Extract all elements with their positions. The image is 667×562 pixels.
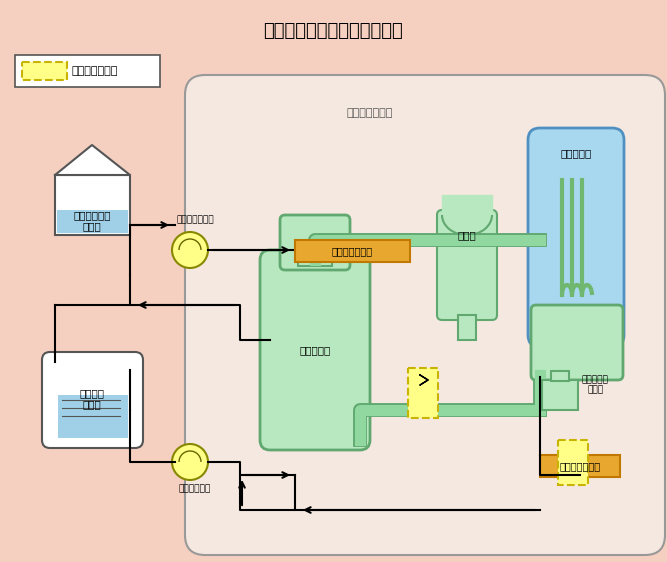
Text: 余剰抽出ライン: 余剰抽出ライン	[560, 461, 600, 471]
Circle shape	[172, 232, 208, 268]
FancyBboxPatch shape	[437, 210, 497, 320]
Text: 原子炉容器: 原子炉容器	[299, 345, 331, 355]
Text: ：配管取替範囲: ：配管取替範囲	[72, 66, 118, 76]
Text: 蒸気発生器: 蒸気発生器	[560, 148, 592, 158]
Text: 原子炉格納容器: 原子炉格納容器	[347, 108, 393, 118]
FancyBboxPatch shape	[185, 75, 665, 555]
Polygon shape	[442, 195, 492, 215]
FancyBboxPatch shape	[542, 380, 578, 410]
Text: 体積制御
タンク: 体積制御 タンク	[79, 388, 105, 410]
FancyBboxPatch shape	[280, 215, 350, 270]
FancyBboxPatch shape	[295, 240, 410, 262]
FancyBboxPatch shape	[408, 368, 438, 418]
FancyBboxPatch shape	[531, 305, 623, 380]
FancyBboxPatch shape	[57, 210, 128, 233]
Text: 安全注入ライン: 安全注入ライン	[331, 246, 373, 256]
Text: １次系配管取替工事の概念図: １次系配管取替工事の概念図	[263, 22, 403, 40]
Text: 高圧注入ポンプ: 高圧注入ポンプ	[176, 215, 214, 224]
Text: 充てんポンプ: 充てんポンプ	[179, 484, 211, 493]
Circle shape	[172, 444, 208, 480]
Text: 加圧器: 加圧器	[458, 230, 476, 240]
FancyBboxPatch shape	[528, 128, 624, 347]
FancyBboxPatch shape	[42, 352, 143, 448]
FancyBboxPatch shape	[298, 258, 332, 266]
Text: １次冷却材
ポンプ: １次冷却材 ポンプ	[582, 375, 609, 395]
FancyBboxPatch shape	[58, 395, 128, 438]
FancyBboxPatch shape	[260, 250, 370, 450]
FancyBboxPatch shape	[458, 315, 476, 340]
FancyBboxPatch shape	[540, 455, 620, 477]
Text: 燃料取替用水
タンク: 燃料取替用水 タンク	[73, 210, 111, 232]
FancyBboxPatch shape	[551, 371, 569, 381]
FancyBboxPatch shape	[15, 55, 160, 87]
FancyBboxPatch shape	[558, 440, 588, 485]
FancyBboxPatch shape	[55, 175, 130, 235]
FancyBboxPatch shape	[22, 62, 67, 80]
Polygon shape	[55, 145, 130, 175]
